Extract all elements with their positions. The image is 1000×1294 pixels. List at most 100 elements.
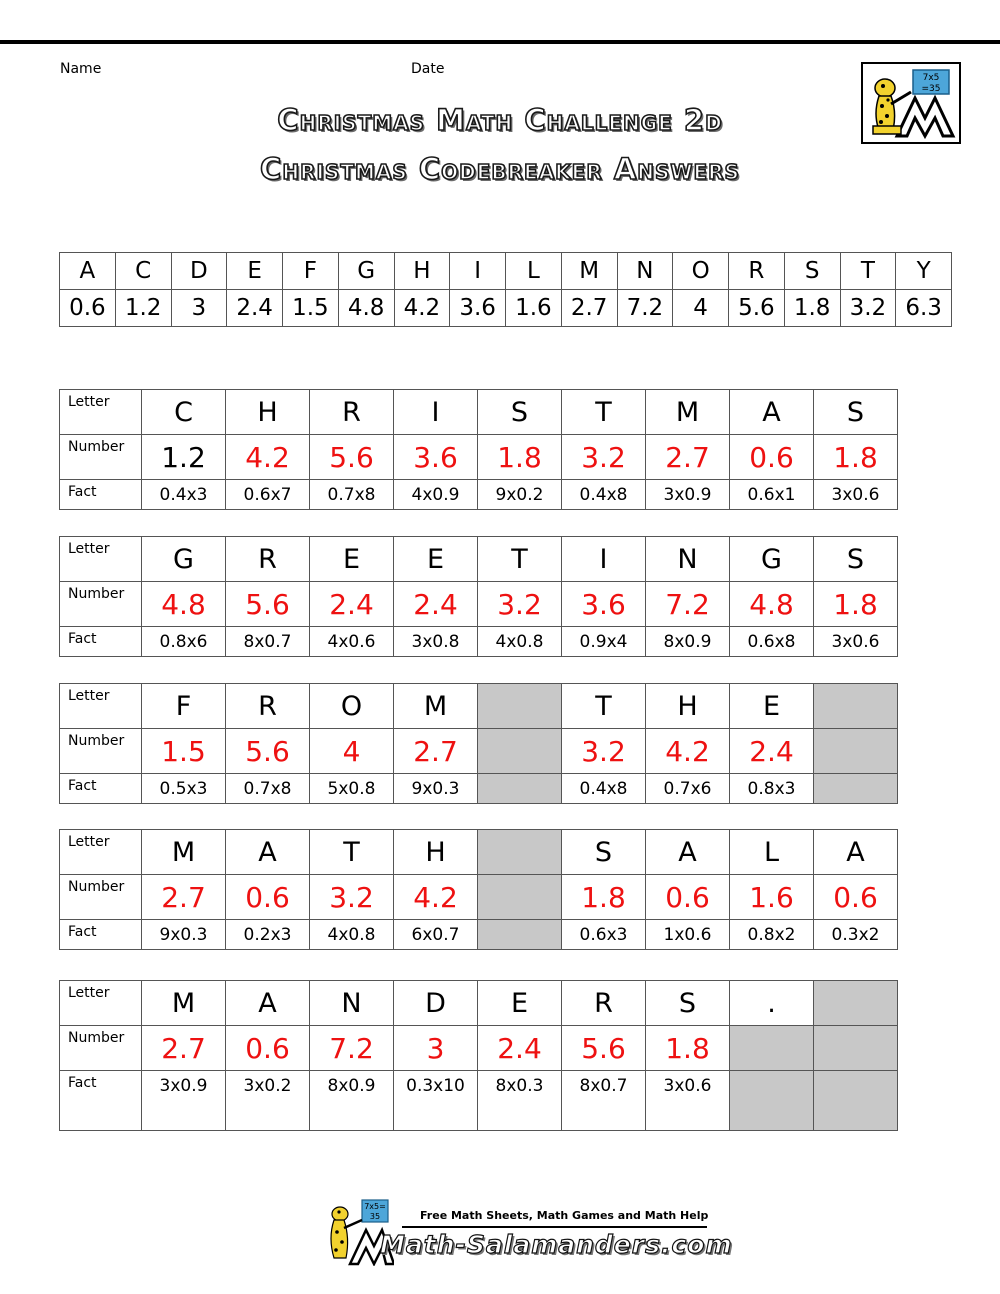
key-letter: C [114,252,172,290]
fact-cell: 6x0.7 [393,919,478,950]
fact-row-label: Fact [59,919,142,950]
worksheet-title: Christmas Math Challenge 2d [276,102,723,138]
letter-cell: E [393,536,478,582]
letter-row: Letter M A N D E R S. [59,980,898,1026]
fact-row: Fact 9x0.3 0.2x3 4x0.8 6x0.7 0.6x3 1x0.6 0.8x2 0… [59,919,898,950]
letter-cell: E [729,683,814,729]
fact-cell: 0.8x2 [729,919,814,950]
number-cell: 5.6 [225,581,310,627]
number-cell: 5.6 [561,1025,646,1071]
key-number-row: 0.6 1.2 3 2.4 1.5 4.8 4.2 3.6 1.6 2.7 7.… [59,289,952,327]
fact-cell: 0.6x3 [561,919,646,950]
fact-cell: 9x0.3 [141,919,226,950]
number-cell: 5.6 [309,434,394,480]
blank-cell [813,1070,898,1131]
number-cell: 4 [309,728,394,774]
fact-cell: 8x0.7 [561,1070,646,1131]
key-number: 3.2 [839,289,897,327]
key-letter: T [839,252,897,290]
fact-cell: 4x0.8 [309,919,394,950]
fact-cell: 0.6x1 [729,479,814,510]
key-letter: I [449,252,506,290]
letter-cell: E [477,980,562,1026]
footer-site-name: Math-Salamanders.com [379,1229,733,1259]
key-letter: Y [895,252,952,290]
footer-card-line2: 35 [370,1212,380,1221]
fact-cell: 5x0.8 [309,773,394,804]
fact-cell: 0.7x8 [309,479,394,510]
letter-cell: T [561,389,646,435]
number-cell: 5.6 [225,728,310,774]
letter-row: Letter M A T H S A L A [59,829,898,875]
logo-card-line2: =35 [922,84,941,94]
number-row: Number 2.7 0.6 7.2 3 2.4 5.6 1.8 [59,1025,898,1071]
key-number: 4.8 [337,289,395,327]
number-cell: 3.6 [393,434,478,480]
fact-cell: 0.6x7 [225,479,310,510]
number-cell: 3.2 [477,581,562,627]
fact-cell: 4x0.6 [309,626,394,657]
letter-cell: L [729,829,814,875]
letter-cell: H [645,683,730,729]
fact-cell: 0.7x6 [645,773,730,804]
key-letter: D [170,252,228,290]
salamander-logo: 7x5 =35 [861,62,961,144]
letter-row-label: Letter [59,536,142,582]
number-row: Number 2.7 0.6 3.2 4.2 1.8 0.6 1.6 0.6 [59,874,898,920]
key-number: 1.8 [783,289,841,327]
letter-row-label: Letter [59,389,142,435]
key-letter: R [728,252,785,290]
number-cell: 2.4 [477,1025,562,1071]
number-cell: 1.5 [141,728,226,774]
logo-card-line1: 7x5 [923,73,940,83]
number-cell: 7.2 [309,1025,394,1071]
blank-cell [813,773,898,804]
fact-cell: 0.8x6 [141,626,226,657]
letter-cell: C [141,389,226,435]
number-cell: 4.8 [729,581,814,627]
fact-cell: 0.4x3 [141,479,226,510]
letter-row-label: Letter [59,683,142,729]
letter-cell: E [309,536,394,582]
fact-cell: 3x0.2 [225,1070,310,1131]
blank-cell [729,1025,814,1071]
letter-cell: H [393,829,478,875]
key-letter: A [59,252,116,290]
fact-cell: 0.4x8 [561,479,646,510]
letter-cell: S [813,536,898,582]
letter-cell: A [729,389,814,435]
letter-cell: H [225,389,310,435]
letter-cell: S [813,389,898,435]
fact-cell: 3x0.8 [393,626,478,657]
key-number: 3.6 [449,289,506,327]
number-cell: 1.8 [645,1025,730,1071]
letter-row: Letter F R O M T H E [59,683,898,729]
fact-row-label: Fact [59,626,142,657]
number-cell: 2.7 [645,434,730,480]
number-row-label: Number [59,434,142,480]
fact-row: Fact 0.5x3 0.7x8 5x0.8 9x0.3 0.4x8 0.7x6 0.8x3 [59,773,898,804]
key-number: 1.5 [282,289,339,327]
key-number: 6.3 [895,289,952,327]
letter-cell: M [393,683,478,729]
key-letter: E [226,252,283,290]
letter-cell: N [309,980,394,1026]
number-cell: 3.6 [561,581,646,627]
letter-cell: I [393,389,478,435]
fact-row: Fact 0.8x6 8x0.7 4x0.6 3x0.8 4x0.8 0.9x4 8x0.9 0… [59,626,898,657]
letter-cell: A [813,829,898,875]
letter-cell: T [477,536,562,582]
fact-cell: 8x0.9 [309,1070,394,1131]
fact-row: Fact 0.4x3 0.6x7 0.7x8 4x0.9 9x0.2 0.4x8 3x0.9 0… [59,479,898,510]
letter-cell: S [645,980,730,1026]
salamander-icon: 7x5 =35 [872,69,956,140]
number-cell: 1.8 [813,434,898,480]
key-letter: H [393,252,451,290]
fact-cell: 0.7x8 [225,773,310,804]
fact-cell: 9x0.3 [393,773,478,804]
fact-cell: 0.6x8 [729,626,814,657]
number-cell: 2.7 [141,1025,226,1071]
fact-cell: 8x0.7 [225,626,310,657]
number-cell: 0.6 [729,434,814,480]
letter-cell: I [561,536,646,582]
